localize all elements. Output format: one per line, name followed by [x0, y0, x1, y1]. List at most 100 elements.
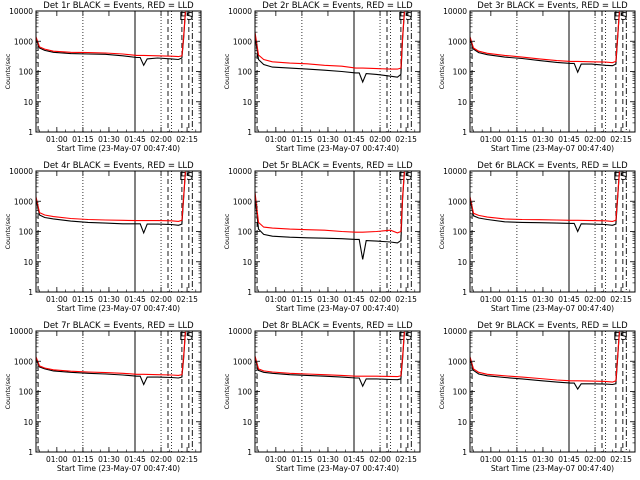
y-tick-label: 1 — [462, 288, 467, 297]
series-events — [254, 172, 405, 260]
x-tick-label: 01:30 — [532, 295, 554, 304]
y-tick-label: 1000 — [14, 37, 33, 46]
marker-s: S — [620, 10, 627, 23]
x-tick-label: 01:30 — [532, 135, 554, 144]
y-tick-label: 10 — [23, 98, 33, 107]
plot-frame — [35, 330, 202, 453]
marker-e: E — [179, 10, 186, 23]
y-axis-label: Counts/sec — [438, 373, 446, 409]
plot-frame — [35, 170, 202, 293]
marker-s: S — [186, 170, 193, 183]
x-tick-label: 01:00 — [46, 295, 68, 304]
plot-frame — [35, 10, 202, 133]
x-tick-label: 02:00 — [150, 135, 172, 144]
series-lld — [469, 171, 620, 222]
marker-e: E — [613, 170, 620, 183]
x-axis-label: Start Time (23-May-07 00:47:40) — [491, 464, 614, 473]
x-axis-label: Start Time (23-May-07 00:47:40) — [276, 144, 399, 153]
y-tick-label: 100 — [453, 68, 468, 77]
marker-s: S — [186, 330, 193, 343]
x-axis-label: Start Time (23-May-07 00:47:40) — [276, 464, 399, 473]
x-axis-label: Start Time (23-May-07 00:47:40) — [57, 144, 180, 153]
panel-title: Det 7r BLACK = Events, RED = LLD — [43, 321, 194, 331]
x-tick-label: 01:00 — [265, 135, 287, 144]
x-tick-label: 02:15 — [176, 135, 198, 144]
x-tick-label: 02:15 — [395, 135, 417, 144]
marker-e: E — [613, 330, 620, 343]
panel-title: Det 1r BLACK = Events, RED = LLD — [43, 1, 194, 11]
marker-e: E — [613, 10, 620, 23]
x-tick-label: 02:00 — [150, 455, 172, 464]
x-tick-label: 02:00 — [584, 455, 606, 464]
x-tick-label: 01:00 — [265, 295, 287, 304]
x-tick-label: 02:15 — [176, 455, 198, 464]
x-axis-label: Start Time (23-May-07 00:47:40) — [491, 304, 614, 313]
x-tick-label: 01:15 — [291, 135, 313, 144]
marker-s: S — [405, 330, 412, 343]
series-events — [35, 12, 186, 67]
x-tick-label: 01:45 — [124, 135, 146, 144]
x-tick-label: 01:30 — [317, 455, 339, 464]
panel-title: Det 9r BLACK = Events, RED = LLD — [477, 321, 628, 331]
series-events — [35, 332, 186, 386]
series-events — [469, 332, 620, 391]
x-tick-label: 01:00 — [46, 455, 68, 464]
y-tick-label: 1 — [28, 128, 33, 137]
y-tick-label: 1000 — [233, 357, 252, 366]
marker-e: E — [398, 330, 405, 343]
x-tick-label: 02:15 — [395, 295, 417, 304]
y-tick-label: 10000 — [228, 327, 252, 336]
y-axis-label: Counts/sec — [438, 53, 446, 89]
marker-e: E — [398, 10, 405, 23]
series-lld — [469, 11, 620, 64]
y-tick-label: 10 — [242, 258, 252, 267]
series-lld — [469, 331, 620, 383]
x-tick-label: 02:15 — [610, 135, 632, 144]
marker-s: S — [620, 170, 627, 183]
x-tick-label: 01:30 — [98, 455, 120, 464]
marker-e: E — [179, 170, 186, 183]
x-tick-label: 01:15 — [506, 455, 528, 464]
marker-s: S — [405, 10, 412, 23]
x-tick-label: 01:30 — [98, 135, 120, 144]
panel-title: Det 8r BLACK = Events, RED = LLD — [262, 321, 413, 331]
y-axis-label: Counts/sec — [4, 53, 12, 89]
x-tick-label: 01:30 — [317, 295, 339, 304]
x-axis-label: Start Time (23-May-07 00:47:40) — [57, 464, 180, 473]
y-tick-label: 10000 — [443, 7, 467, 16]
y-tick-label: 10 — [457, 258, 467, 267]
y-tick-label: 10 — [242, 98, 252, 107]
x-tick-label: 02:15 — [395, 455, 417, 464]
x-tick-label: 01:15 — [291, 455, 313, 464]
y-tick-label: 1000 — [448, 357, 467, 366]
x-tick-label: 02:00 — [369, 295, 391, 304]
x-tick-label: 01:45 — [124, 295, 146, 304]
x-tick-label: 02:15 — [610, 455, 632, 464]
plot-frame — [469, 170, 636, 293]
x-tick-label: 01:15 — [72, 295, 94, 304]
marker-s: S — [620, 330, 627, 343]
y-axis-label: Counts/sec — [4, 373, 12, 409]
y-axis-label: Counts/sec — [438, 213, 446, 249]
panel-title: Det 2r BLACK = Events, RED = LLD — [262, 1, 413, 11]
x-tick-label: 01:15 — [72, 135, 94, 144]
plot-frame — [254, 330, 421, 453]
y-tick-label: 1 — [247, 448, 252, 457]
y-tick-label: 1000 — [233, 37, 252, 46]
y-tick-label: 1 — [28, 288, 33, 297]
series-lld — [254, 171, 405, 234]
x-axis-label: Start Time (23-May-07 00:47:40) — [276, 304, 399, 313]
x-tick-label: 02:15 — [176, 295, 198, 304]
y-tick-label: 10000 — [9, 7, 33, 16]
y-tick-label: 100 — [453, 388, 468, 397]
y-tick-label: 10 — [242, 418, 252, 427]
y-axis-label: Counts/sec — [223, 213, 231, 249]
y-tick-label: 100 — [238, 68, 253, 77]
x-tick-label: 01:00 — [480, 295, 502, 304]
